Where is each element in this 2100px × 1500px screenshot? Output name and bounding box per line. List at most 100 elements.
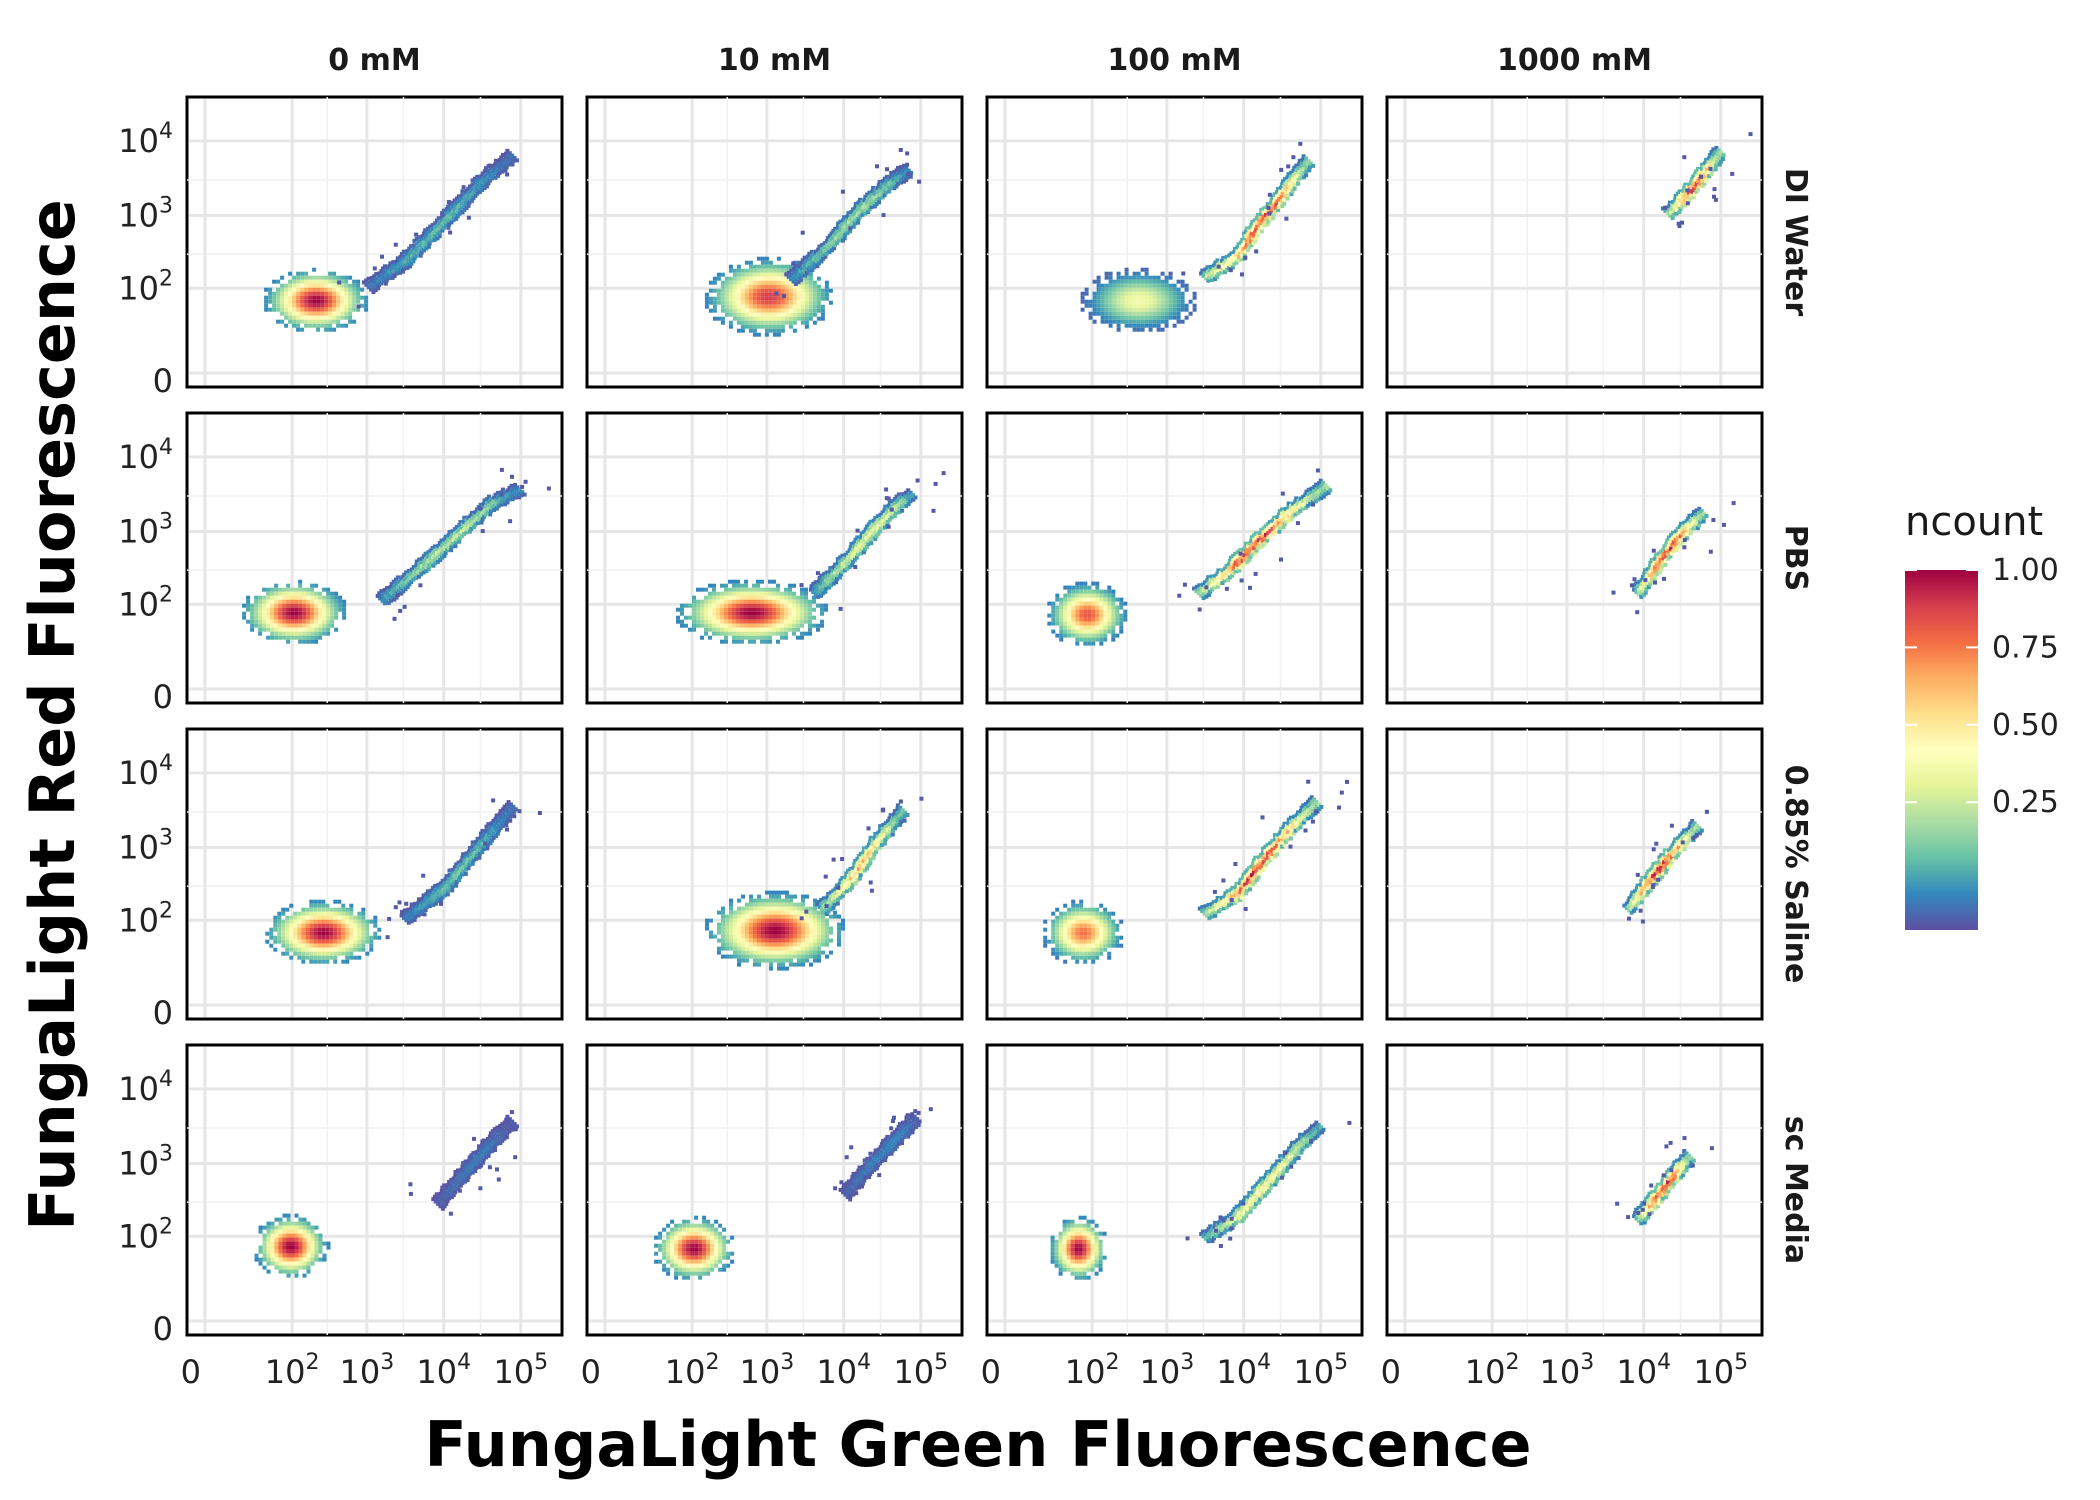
- hexbin-cell: [1092, 303, 1097, 308]
- hexbin-cell: [1222, 261, 1227, 266]
- hexbin-cell: [289, 903, 294, 908]
- hexbin-cell: [475, 174, 480, 179]
- hexbin-cell: [812, 252, 817, 257]
- hexbin-cell: [457, 523, 462, 528]
- hexbin-cell: [424, 242, 429, 247]
- hexbin-cell: [1100, 307, 1105, 312]
- hexbin-cell: [1144, 287, 1149, 292]
- hexbin-cell: [270, 587, 275, 592]
- hexbin-cell: [713, 934, 717, 939]
- hexbin-cell: [874, 529, 878, 534]
- hexbin-cell: [324, 319, 329, 324]
- hexbin-cell: [1272, 524, 1277, 529]
- hexbin-cell: [1247, 245, 1252, 250]
- hexbin-cell: [412, 238, 417, 243]
- hexbin-cell: [793, 954, 797, 959]
- hexbin-cell: [1688, 531, 1693, 536]
- hexbin-cell: [776, 296, 781, 301]
- hexbin-cell: [728, 276, 733, 281]
- hexbin-cell: [406, 254, 411, 259]
- hexbin-cell: [684, 615, 688, 620]
- hexbin-cell: [737, 938, 741, 943]
- hexbin-cell: [1221, 255, 1226, 260]
- hexbin-cell: [729, 906, 733, 911]
- hexbin-cell: [1668, 213, 1673, 218]
- hexbin-cell: [310, 607, 315, 612]
- hexbin-cell: [1669, 537, 1674, 542]
- hexbin-cell: [1063, 605, 1068, 610]
- hexbin-cell: [764, 308, 769, 313]
- hexbin-cell: [1704, 171, 1709, 176]
- hexbin-cell: [765, 918, 769, 923]
- hexbin-cell: [474, 515, 479, 520]
- hexbin-cell: [1200, 268, 1205, 273]
- hexbin-cell: [431, 891, 436, 896]
- hexbin-cell: [832, 233, 836, 238]
- hexbin-cell: [760, 296, 765, 301]
- hexbin-cell: [1719, 150, 1724, 155]
- hexbin-cell: [1282, 184, 1287, 189]
- hexbin-cell: [330, 591, 335, 596]
- hexbin-cell: [289, 931, 294, 936]
- hexbin-cell: [264, 299, 269, 304]
- hexbin-cell: [310, 631, 315, 636]
- hexbin-cell: [410, 253, 415, 258]
- hexbin-cell: [753, 898, 757, 903]
- hexbin-cell: [752, 304, 757, 309]
- hexbin-cell: [1248, 234, 1253, 239]
- hexbin-cell: [840, 238, 845, 243]
- hexbin-cell: [374, 276, 379, 281]
- hexbin-cell: [433, 888, 438, 893]
- hexbin-cell: [313, 927, 318, 932]
- hexbin-cell: [1223, 566, 1227, 571]
- hexbin-cell: [453, 211, 458, 216]
- hexbin-cell: [853, 218, 858, 223]
- hexbin-cell: [1682, 545, 1687, 550]
- hexbin-cell: [744, 308, 749, 313]
- hexbin-cell: [481, 509, 486, 514]
- hexbin-cell: [712, 316, 717, 321]
- hexbin-cell: [1088, 311, 1093, 316]
- hexbin-cell: [1120, 315, 1125, 320]
- hexbin-cell: [820, 587, 825, 592]
- hexbin-cell: [732, 611, 736, 616]
- hexbin-cell: [1156, 303, 1161, 308]
- hexbin-cell: [1071, 605, 1076, 610]
- hexbin-cell: [728, 619, 732, 624]
- hexbin-cell: [520, 490, 525, 495]
- hexbin-cell: [744, 268, 749, 273]
- hexbin-cell: [833, 562, 838, 567]
- hexbin-cell: [484, 179, 488, 184]
- hexbin-cell: [897, 501, 902, 506]
- hexbin-cell: [756, 292, 761, 297]
- hexbin-cell: [1205, 273, 1210, 278]
- hexbin-cell: [428, 229, 433, 234]
- hexbin-cell: [773, 926, 777, 931]
- hexbin-cell: [493, 821, 498, 826]
- hexbin-cell: [1227, 575, 1232, 580]
- hexbin-cell: [894, 168, 899, 173]
- hexbin-cell: [1067, 609, 1072, 614]
- hexbin-cell: [776, 615, 780, 620]
- hexbin-cell: [298, 611, 303, 616]
- hexbin-cell: [1692, 509, 1696, 514]
- hexbin-cell: [246, 619, 251, 624]
- hexbin-cell: [745, 914, 749, 919]
- hexbin-cell: [292, 315, 297, 320]
- hexbin-cell: [1274, 190, 1279, 195]
- hexbin-cell: [820, 603, 824, 608]
- hexbin-cell: [784, 308, 789, 313]
- hexbin-cell: [788, 304, 793, 309]
- hexbin-cell: [740, 312, 745, 317]
- hexbin-cell: [866, 534, 871, 539]
- hexbin-cell: [792, 292, 797, 297]
- hexbin-cell: [811, 590, 816, 595]
- hexbin-cell: [789, 946, 793, 951]
- hexbin-cell: [504, 495, 509, 500]
- hexbin-cell: [784, 631, 788, 636]
- hexbin-cell: [788, 595, 792, 600]
- hexbin-cell: [365, 919, 370, 924]
- hexbin-cell: [361, 943, 366, 948]
- hexbin-cell: [809, 930, 813, 935]
- hexbin-cell: [341, 947, 346, 952]
